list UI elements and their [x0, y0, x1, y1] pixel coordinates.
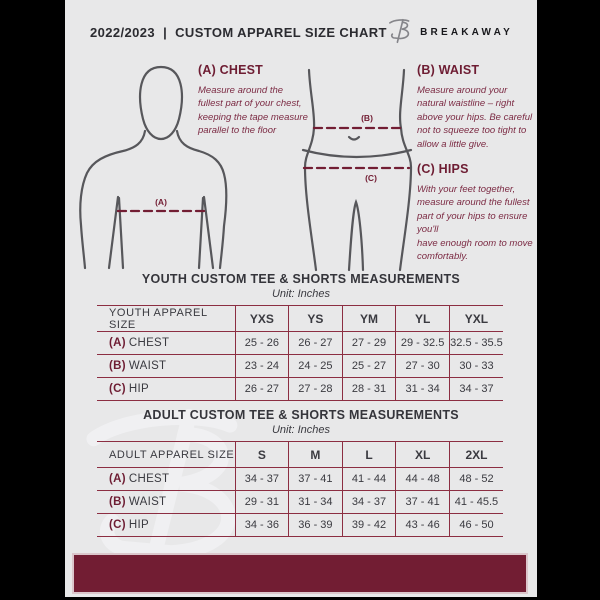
size-column-header: S	[234, 441, 289, 468]
size-value-cell: 41 - 45.5	[448, 490, 503, 514]
inner-leg-lines	[347, 198, 365, 272]
size-value-cell: 36 - 39	[288, 513, 343, 537]
right-hip-leg-outline	[398, 68, 413, 272]
size-value-cell: 48 - 52	[448, 467, 503, 491]
size-value-cell: 37 - 41	[288, 467, 343, 491]
page-title: 2022/2023 | CUSTOM APPAREL SIZE CHART	[90, 25, 387, 40]
youth-waist-row: (B) WAIST 23 - 24 24 - 25 25 - 27 27 - 30…	[97, 354, 503, 378]
size-value-cell: 32.5 - 35.5	[448, 331, 503, 355]
hip-marker-label: (C)	[365, 173, 377, 183]
measurement-label-cell: (B) WAIST	[109, 360, 167, 372]
size-value-cell: 43 - 46	[395, 513, 450, 537]
hips-diagram: (B) (C)	[301, 68, 413, 272]
youth-table-unit: Unit: Inches	[271, 288, 331, 300]
size-value-cell: 31 - 34	[288, 490, 343, 514]
size-column-header: XL	[395, 441, 450, 468]
hips-note-body: With your feet together, measure around …	[417, 184, 533, 263]
brand-name: BREAKAWAY	[420, 27, 513, 38]
size-value-cell: 37 - 41	[395, 490, 450, 514]
size-value-cell: 25 - 27	[341, 354, 396, 378]
adult-size-table: ADULT APPAREL SIZE S M L XL 2XL (A) CHEST…	[97, 441, 503, 537]
size-column-header: YS	[288, 305, 343, 332]
size-value-cell: 30 - 33	[448, 354, 503, 378]
size-value-cell: 46 - 50	[448, 513, 503, 537]
size-column-header: L	[341, 441, 396, 468]
navel-mark	[347, 135, 361, 141]
size-value-cell: 34 - 37	[448, 377, 503, 401]
torso-diagram: (A)	[79, 65, 228, 270]
size-value-cell: 44 - 48	[395, 467, 450, 491]
adult-table-title: ADULT CUSTOM TEE & SHORTS MEASUREMENTS	[143, 408, 459, 422]
breakaway-watermark-icon	[86, 408, 238, 588]
measurement-label-cell: (A) CHEST	[109, 473, 170, 485]
measurement-label-cell: (B) WAIST	[109, 496, 167, 508]
adult-header-row: ADULT APPAREL SIZE S M L XL 2XL	[97, 441, 503, 468]
size-column-header: M	[288, 441, 343, 468]
size-value-cell: 26 - 27	[288, 331, 343, 355]
hip-curve	[301, 148, 413, 159]
chest-note-heading: (A) CHEST	[198, 63, 263, 77]
size-column-header: YL	[395, 305, 450, 332]
head-outline	[139, 65, 183, 141]
size-column-header: YM	[341, 305, 396, 332]
youth-header-row: YOUTH APPAREL SIZE YXS YS YM YL YXL	[97, 305, 503, 332]
size-value-cell: 39 - 42	[341, 513, 396, 537]
waist-note: (B) WAIST Measure around your natural wa…	[417, 63, 533, 151]
adult-waist-row: (B) WAIST 29 - 31 31 - 34 34 - 37 37 - 41…	[97, 490, 503, 514]
adult-chest-row: (A) CHEST 34 - 37 37 - 41 41 - 44 44 - 48…	[97, 467, 503, 491]
waist-marker-label: (B)	[361, 113, 373, 123]
measurement-label-cell: (C) HIP	[109, 383, 149, 395]
chest-note: (A) CHEST Measure around the fullest par…	[198, 63, 310, 138]
size-value-cell: 27 - 29	[341, 331, 396, 355]
size-value-cell: 27 - 28	[288, 377, 343, 401]
size-value-cell: 26 - 27	[234, 377, 289, 401]
size-value-cell: 34 - 37	[234, 467, 289, 491]
hips-note: (C) HIPS With your feet together, measur…	[417, 162, 535, 264]
chest-marker-label: (A)	[155, 197, 167, 207]
size-value-cell: 24 - 25	[288, 354, 343, 378]
left-shoulder-arm-outline	[79, 129, 147, 270]
size-value-cell: 23 - 24	[234, 354, 289, 378]
size-column-header: 2XL	[448, 441, 503, 468]
size-value-cell: 29 - 31	[234, 490, 289, 514]
size-value-cell: 27 - 30	[395, 354, 450, 378]
adult-size-label-header: ADULT APPAREL SIZE	[109, 448, 235, 461]
youth-table-title: YOUTH CUSTOM TEE & SHORTS MEASUREMENTS	[141, 272, 461, 286]
size-column-header: YXS	[234, 305, 289, 332]
youth-chest-row: (A) CHEST 25 - 26 26 - 27 27 - 29 29 - 32…	[97, 331, 503, 355]
size-value-cell: 31 - 34	[395, 377, 450, 401]
brand-logo: BREAKAWAY	[388, 15, 513, 47]
hips-note-heading: (C) HIPS	[417, 162, 469, 176]
measurement-label-cell: (A) CHEST	[109, 337, 170, 349]
footer-bar	[72, 553, 528, 594]
size-value-cell: 41 - 44	[341, 467, 396, 491]
size-chart-page: 2022/2023 | CUSTOM APPAREL SIZE CHART BR…	[65, 0, 537, 597]
youth-size-table: YOUTH APPAREL SIZE YXS YS YM YL YXL (A) C…	[97, 305, 503, 401]
size-value-cell: 34 - 37	[341, 490, 396, 514]
size-value-cell: 25 - 26	[234, 331, 289, 355]
youth-hip-row: (C) HIP 26 - 27 27 - 28 28 - 31 31 - 34 3…	[97, 377, 503, 401]
left-hip-leg-outline	[303, 68, 318, 272]
size-value-cell: 29 - 32.5	[395, 331, 450, 355]
youth-size-label-header: YOUTH APPAREL SIZE	[109, 306, 208, 331]
size-column-header: YXL	[448, 305, 503, 332]
adult-table-unit: Unit: Inches	[271, 424, 331, 436]
waist-note-heading: (B) WAIST	[417, 63, 480, 77]
left-armpit-lines	[107, 195, 125, 270]
chest-note-body: Measure around the fullest part of your …	[198, 85, 308, 137]
measurement-label-cell: (C) HIP	[109, 519, 149, 531]
breakaway-b-icon	[389, 18, 410, 44]
waist-note-body: Measure around your natural waistline – …	[417, 85, 533, 150]
size-value-cell: 34 - 36	[234, 513, 289, 537]
size-value-cell: 28 - 31	[341, 377, 396, 401]
right-shoulder-arm-outline	[175, 129, 228, 270]
right-armpit-lines	[197, 195, 215, 270]
adult-hip-row: (C) HIP 34 - 36 36 - 39 39 - 42 43 - 46 4…	[97, 513, 503, 537]
